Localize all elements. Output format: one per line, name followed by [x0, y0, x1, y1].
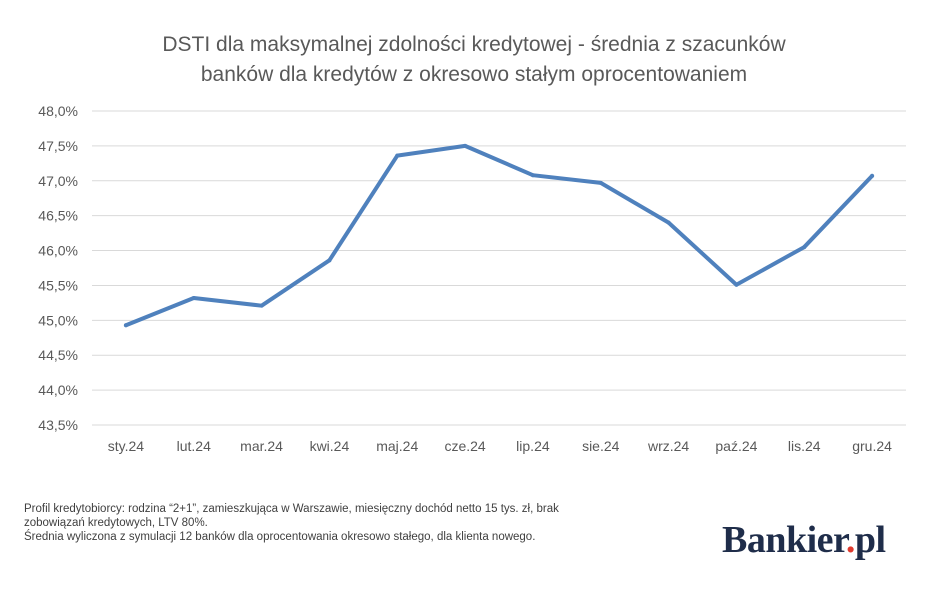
footnote-average: Średnia wyliczona z symulacji 12 banków …: [24, 531, 536, 543]
x-tick-label: kwi.24: [310, 438, 350, 454]
data-series: [123, 143, 875, 328]
y-tick-label: 47,0%: [38, 173, 78, 189]
x-tick-label: lut.24: [177, 438, 211, 454]
data-point: [259, 303, 264, 308]
x-tick-label: lis.24: [788, 438, 821, 454]
bankier-logo: Bankier.pl: [722, 518, 886, 562]
y-tick-label: 43,5%: [38, 417, 78, 433]
x-tick-label: maj.24: [376, 438, 418, 454]
x-tick-label: sie.24: [582, 438, 620, 454]
footnote-profile-line-1: Profil kredytobiorcy: rodzina “2+1”, zam…: [24, 503, 559, 515]
x-axis-tick-labels: sty.24 lut.24 mar.24 kwi.24 maj.24 cze.24 lip.…: [108, 438, 892, 454]
logo-text-suffix: pl: [854, 519, 886, 561]
x-tick-label: wrz.24: [647, 438, 689, 454]
gridlines: [92, 110, 906, 426]
logo-dot: .: [845, 519, 856, 561]
data-point: [395, 153, 400, 158]
chart-title-line-1: DSTI dla maksymalnej zdolności kredytowe…: [162, 33, 786, 56]
data-point: [123, 323, 128, 328]
y-tick-label: 44,0%: [38, 382, 78, 398]
y-tick-label: 46,0%: [38, 243, 78, 259]
data-point: [530, 173, 535, 178]
x-tick-label: lip.24: [516, 438, 550, 454]
y-tick-label: 46,5%: [38, 208, 78, 224]
chart-title-line-2: banków dla kredytów z okresowo stałym op…: [200, 63, 748, 86]
data-point: [734, 282, 739, 287]
x-tick-label: paź.24: [715, 438, 757, 454]
logo-text-main: Bankier: [722, 519, 846, 561]
y-tick-label: 47,5%: [38, 138, 78, 154]
x-tick-label: sty.24: [108, 438, 145, 454]
x-tick-label: gru.24: [852, 438, 892, 454]
series-line: [123, 143, 875, 328]
data-point: [327, 258, 332, 263]
y-tick-label: 44,5%: [38, 347, 78, 363]
data-point: [802, 245, 807, 250]
data-point: [666, 220, 671, 225]
footnote-profile-line-2: zobowiązań kredytowych, LTV 80%.: [24, 517, 208, 529]
y-tick-label: 45,0%: [38, 312, 78, 328]
data-point: [191, 296, 196, 301]
data-point: [463, 143, 468, 148]
y-axis-tick-labels: 43,5% 44,0% 44,5% 45,0% 45,5% 46,0% 46,5% 47,0%…: [38, 103, 78, 433]
x-tick-label: cze.24: [444, 438, 485, 454]
data-point: [598, 180, 603, 185]
x-tick-label: mar.24: [240, 438, 283, 454]
y-tick-label: 45,5%: [38, 277, 78, 293]
y-tick-label: 48,0%: [38, 103, 78, 119]
data-point: [870, 173, 875, 178]
